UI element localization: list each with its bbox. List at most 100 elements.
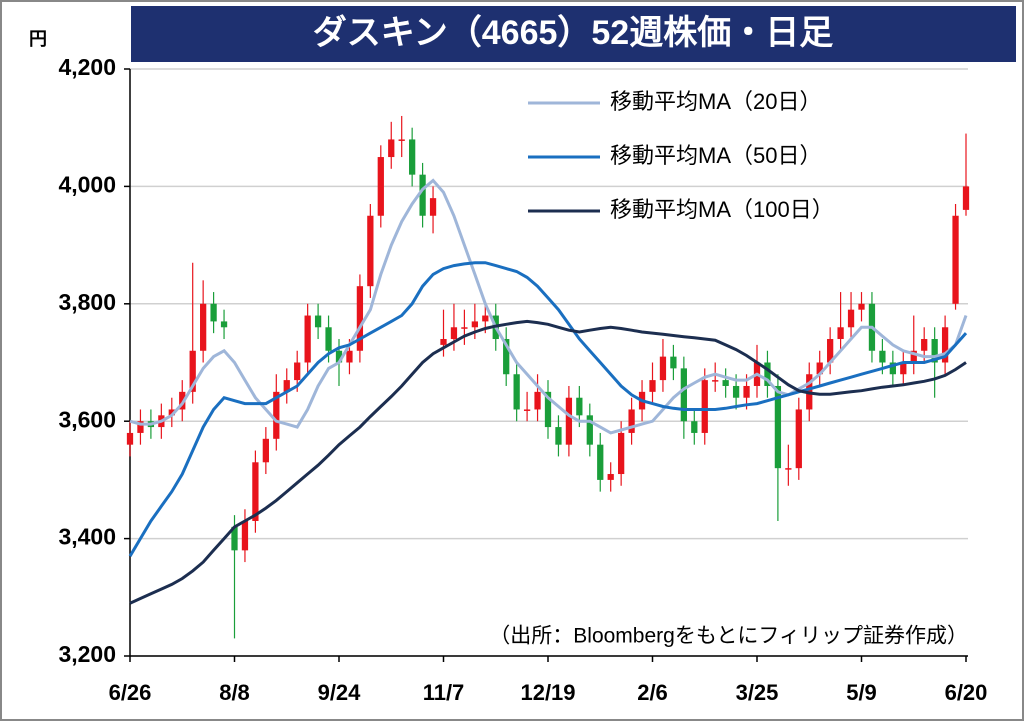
x-tick-label: 2/6 [637, 680, 668, 705]
candle-body [921, 339, 928, 351]
candle-body [743, 385, 750, 398]
x-tick-label: 12/19 [520, 680, 575, 705]
candle-body [126, 432, 134, 445]
x-tick-label: 6/20 [945, 680, 988, 705]
x-tick-label: 9/24 [318, 680, 362, 705]
y-tick-label: 3,200 [58, 641, 116, 667]
candle-body [377, 157, 384, 216]
legend-label: 移動平均MA（100日） [610, 197, 834, 222]
candle-body [523, 409, 531, 411]
y-tick-label: 3,600 [58, 406, 116, 432]
candle-body [816, 362, 823, 375]
candle-body [231, 526, 238, 551]
x-tick-label: 5/9 [846, 680, 877, 705]
candle-body [691, 421, 698, 433]
candle-body [712, 380, 719, 382]
candle-body [889, 362, 896, 375]
candle-body [179, 391, 186, 410]
candle-body [241, 520, 249, 551]
candle-body [795, 409, 802, 469]
candle-body [252, 462, 259, 521]
candle-body [659, 356, 667, 381]
ma-line [128, 261, 968, 557]
candle-body [785, 468, 792, 470]
ma-line [129, 319, 967, 605]
x-tick-label: 3/25 [736, 680, 779, 705]
candle-body [941, 327, 949, 363]
candle-body [346, 350, 353, 363]
candle-body [555, 427, 562, 445]
candle-body [419, 174, 426, 216]
candle-body [283, 380, 290, 392]
candle-body [534, 391, 541, 410]
candle-body [722, 380, 729, 386]
candle-body [962, 186, 970, 210]
candle-body [440, 339, 447, 345]
candle-body [680, 368, 687, 422]
candle-body [482, 315, 489, 322]
candle-body [618, 432, 625, 475]
candle-body [220, 321, 228, 328]
candle-body [837, 327, 844, 340]
candle-body [847, 309, 855, 328]
candle-body [429, 198, 437, 216]
candle-body [701, 380, 708, 433]
candle-body [168, 409, 175, 416]
candle-body [607, 474, 614, 480]
candle-body [335, 350, 343, 363]
candle-body [294, 362, 301, 381]
candle-body [879, 350, 886, 363]
source-note: （出所：Bloombergをもとにフィリップ証券作成） [489, 625, 968, 648]
candle-body [200, 303, 207, 351]
candle-body [649, 380, 656, 392]
candle-body [597, 444, 604, 480]
candle-body [670, 356, 677, 369]
title-bar [131, 6, 1016, 62]
candle-body [367, 215, 374, 287]
candle-body [858, 303, 865, 310]
chart-title: ダスキン（4665）52週株価・日足 [313, 13, 833, 52]
candle-body [262, 438, 269, 463]
candle-body [304, 315, 311, 363]
candle-body [137, 421, 144, 433]
candle-body [398, 139, 405, 141]
candle-body [910, 350, 917, 363]
candle-body [827, 339, 834, 363]
candle-body [565, 397, 573, 445]
candle-body [774, 385, 782, 469]
candle-body [586, 415, 593, 445]
candle-body [513, 374, 520, 410]
candle-body [325, 327, 332, 351]
candle-body [900, 362, 907, 375]
y-tick-label: 3,400 [58, 524, 116, 550]
x-tick-label: 11/7 [423, 680, 465, 705]
candle-body [952, 215, 959, 304]
legend-label: 移動平均MA（50日） [610, 143, 821, 168]
y-tick-label: 3,800 [58, 289, 116, 315]
candle-body [931, 339, 938, 363]
candle-body [628, 409, 635, 433]
candle-body [409, 139, 416, 175]
candle-body [450, 327, 458, 340]
candle-body [461, 327, 468, 329]
unit-label: 円 [29, 29, 47, 49]
x-tick-label: 6/26 [109, 680, 152, 705]
candle-body [544, 391, 552, 428]
candle-body [356, 286, 364, 351]
x-tick-label: 8/8 [219, 680, 250, 705]
legend-label: 移動平均MA（20日） [610, 89, 821, 114]
candle-body [210, 303, 217, 322]
candle-body [732, 385, 740, 398]
candle-body [189, 350, 196, 392]
ma-line [129, 178, 968, 435]
candle-body [576, 397, 583, 416]
y-tick-label: 4,200 [58, 54, 116, 80]
candle-body [314, 315, 322, 328]
candle-body [273, 391, 280, 439]
y-tick-label: 4,000 [58, 171, 116, 197]
candle-body [503, 339, 510, 375]
candle-body [764, 362, 771, 386]
